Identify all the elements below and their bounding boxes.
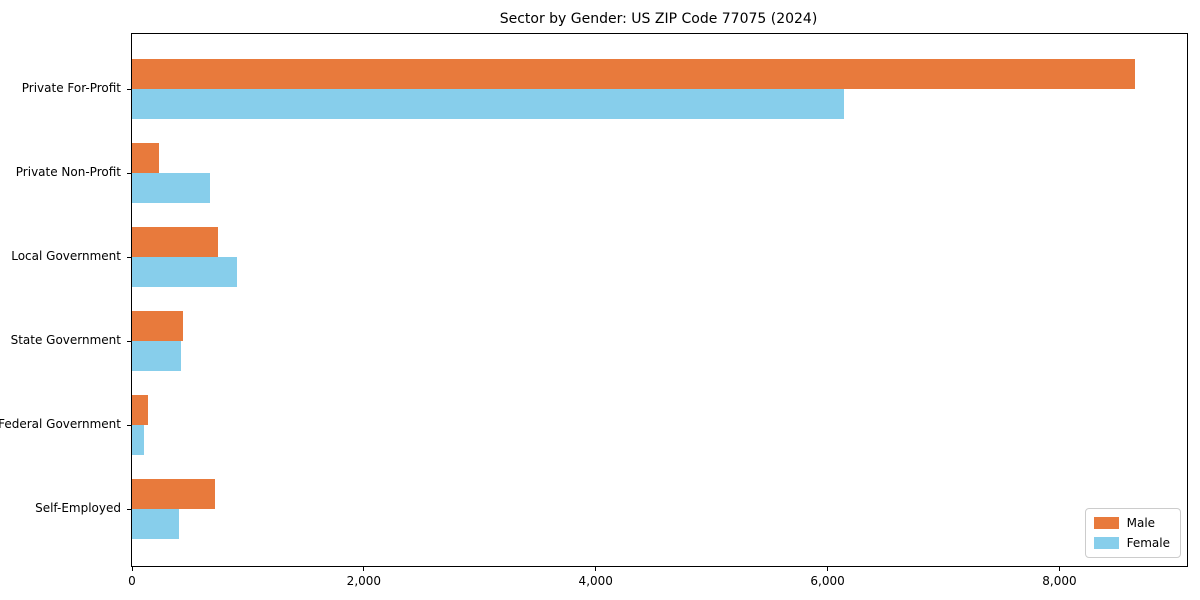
bar-female-federal-government [132, 425, 144, 455]
y-axis-label-state-government: State Government [10, 333, 121, 347]
legend: Male Female [1084, 508, 1181, 558]
legend-entry-female: Female [1093, 536, 1170, 550]
bar-male-private-non-profit [132, 143, 159, 173]
y-axis-labels: Private For-Profit Private Non-Profit Loca… [0, 33, 129, 565]
bar-male-self-employed [132, 479, 215, 509]
bar-male-state-government [132, 311, 183, 341]
bar-female-private-for-profit [132, 89, 844, 119]
x-axis-tick-label: 6,000 [810, 574, 845, 588]
bar-male-private-for-profit [132, 59, 1135, 89]
x-axis-tick [1058, 566, 1060, 571]
y-axis-tick [127, 341, 132, 342]
y-axis-label-private-for-profit: Private For-Profit [21, 81, 121, 95]
bar-female-state-government [132, 341, 181, 371]
y-axis-label-private-non-profit: Private Non-Profit [15, 165, 121, 179]
y-axis-tick [127, 425, 132, 426]
legend-label-male: Male [1126, 516, 1156, 530]
bar-female-private-non-profit [132, 173, 210, 203]
x-axis-tick [131, 566, 133, 571]
x-axis-tick-label: 2,000 [346, 574, 382, 588]
x-axis-tick [595, 566, 597, 571]
y-axis-label-federal-government: Federal Government [0, 417, 121, 431]
y-axis-tick [127, 173, 132, 174]
y-axis-label-self-employed: Self-Employed [35, 501, 121, 515]
y-axis-tick [127, 257, 132, 258]
legend-swatch-female [1093, 537, 1119, 549]
bar-male-local-government [132, 227, 218, 257]
legend-label-female: Female [1126, 536, 1170, 550]
bar-female-self-employed [132, 509, 179, 539]
legend-swatch-male [1093, 517, 1119, 529]
y-axis-tick [127, 89, 132, 90]
chart-title: Sector by Gender: US ZIP Code 77075 (202… [499, 11, 818, 27]
x-axis-tick [827, 566, 829, 571]
x-axis-tick [363, 566, 365, 571]
x-axis-tick-label: 8,000 [1042, 574, 1077, 588]
x-axis-tick-label: 4,000 [578, 574, 613, 588]
y-axis-tick [127, 509, 132, 510]
bar-female-local-government [132, 257, 237, 287]
plot-area: Male Female 0 2,000 4,000 6,000 8,000 [127, 33, 1188, 588]
x-axis-tick-label: 0 [128, 574, 136, 588]
y-axis-label-local-government: Local Government [11, 249, 121, 263]
bar-male-federal-government [132, 395, 148, 425]
legend-entry-male: Male [1093, 516, 1170, 530]
